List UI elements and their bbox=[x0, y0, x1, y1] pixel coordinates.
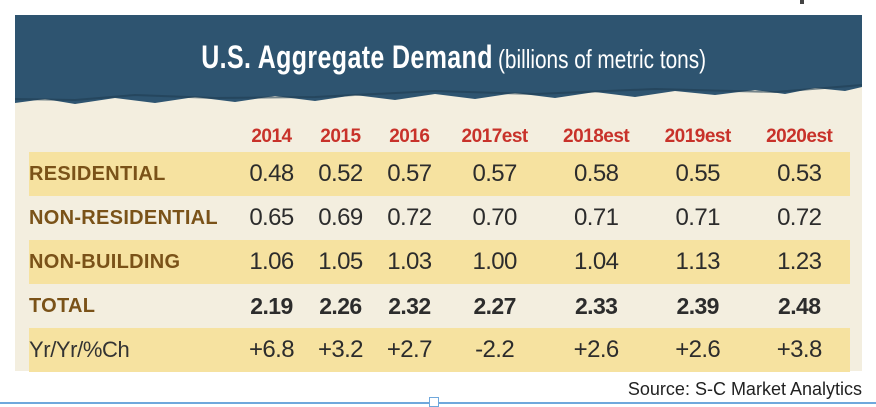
table-cell: +2.7 bbox=[386, 336, 433, 363]
column-header: 2014 bbox=[251, 126, 292, 147]
table-cell: +3.8 bbox=[776, 336, 823, 363]
table-cell: 1.23 bbox=[777, 248, 822, 275]
column-header: 2020est bbox=[766, 126, 833, 147]
table-row: Yr/Yr/%Ch +6.8 +3.2 +2.7 -2.2 +2.6 +2.6 … bbox=[29, 328, 850, 372]
table-cell: 1.03 bbox=[387, 248, 432, 275]
row-label: NON-RESIDENTIAL bbox=[29, 206, 218, 229]
table-cell: 0.71 bbox=[574, 204, 619, 231]
table-cell: 0.58 bbox=[574, 160, 619, 187]
title-subtitle: (billions of metric tons) bbox=[497, 44, 706, 74]
table-cell: 0.65 bbox=[249, 204, 294, 231]
column-header: 2015 bbox=[320, 126, 361, 147]
table-cell: 0.69 bbox=[318, 204, 363, 231]
row-label: TOTAL bbox=[29, 294, 96, 317]
table-cell: +3.2 bbox=[317, 336, 364, 363]
table-cell: 1.00 bbox=[472, 248, 517, 275]
table-cell: 2.32 bbox=[388, 292, 431, 319]
table-row: NON-BUILDING 1.06 1.05 1.03 1.00 1.04 1.… bbox=[29, 240, 850, 284]
table-cell: +2.6 bbox=[675, 336, 721, 363]
table-cell: 0.55 bbox=[675, 160, 721, 187]
table-cell: 0.57 bbox=[472, 160, 517, 187]
row-label: NON-BUILDING bbox=[29, 250, 181, 273]
table-cell: 2.33 bbox=[574, 292, 618, 319]
table-cell: 0.70 bbox=[472, 204, 517, 231]
banner-title: U.S. Aggregate Demand (billions of metri… bbox=[15, 39, 862, 76]
table-cell: 1.06 bbox=[249, 248, 294, 275]
column-header: 2018est bbox=[563, 126, 630, 147]
banner-background bbox=[15, 15, 862, 104]
table-cell: 0.52 bbox=[318, 160, 363, 187]
table-cell: +6.8 bbox=[248, 336, 295, 363]
header-row: 2014 2015 2016 2017est 2018est 2019est 2… bbox=[29, 112, 850, 152]
column-header: 2019est bbox=[664, 126, 732, 147]
table-cell: 0.57 bbox=[387, 160, 432, 187]
title-banner: U.S. Aggregate Demand (billions of metri… bbox=[15, 15, 862, 104]
title-main: U.S. Aggregate Demand bbox=[201, 39, 494, 75]
row-label: RESIDENTIAL bbox=[29, 162, 166, 185]
demand-table: 2014 2015 2016 2017est 2018est 2019est 2… bbox=[29, 112, 850, 372]
table-cell: 0.72 bbox=[777, 204, 822, 231]
table-cell: 0.71 bbox=[675, 204, 721, 231]
table-cell: 1.04 bbox=[574, 248, 619, 275]
table-cell: -2.2 bbox=[475, 336, 515, 363]
row-label: Yr/Yr/%Ch bbox=[29, 337, 130, 362]
table-cell: 1.05 bbox=[318, 248, 363, 275]
column-header: 2017est bbox=[461, 126, 529, 147]
table-cell: 2.26 bbox=[319, 292, 362, 319]
table-cell: 2.48 bbox=[778, 292, 821, 319]
table-cell: 2.39 bbox=[676, 292, 720, 319]
table-cell: 0.72 bbox=[387, 204, 432, 231]
table-row: RESIDENTIAL 0.48 0.52 0.57 0.57 0.58 0.5… bbox=[29, 152, 850, 196]
corner-mark bbox=[800, 0, 804, 4]
table-cell: 2.27 bbox=[473, 292, 516, 319]
table-row-total: TOTAL 2.19 2.26 2.32 2.27 2.33 2.39 2.48 bbox=[29, 284, 850, 328]
table-cell: 0.48 bbox=[249, 160, 294, 187]
table-cell: 1.13 bbox=[675, 248, 721, 275]
table-cell: 2.19 bbox=[250, 292, 293, 319]
header-corner bbox=[29, 112, 237, 152]
source-caption: Source: S-C Market Analytics bbox=[627, 379, 862, 399]
table-cell: +2.6 bbox=[573, 336, 620, 363]
table-cell: 0.53 bbox=[777, 160, 822, 187]
table-row: NON-RESIDENTIAL 0.65 0.69 0.72 0.70 0.71… bbox=[29, 196, 850, 240]
column-header: 2016 bbox=[389, 126, 430, 147]
